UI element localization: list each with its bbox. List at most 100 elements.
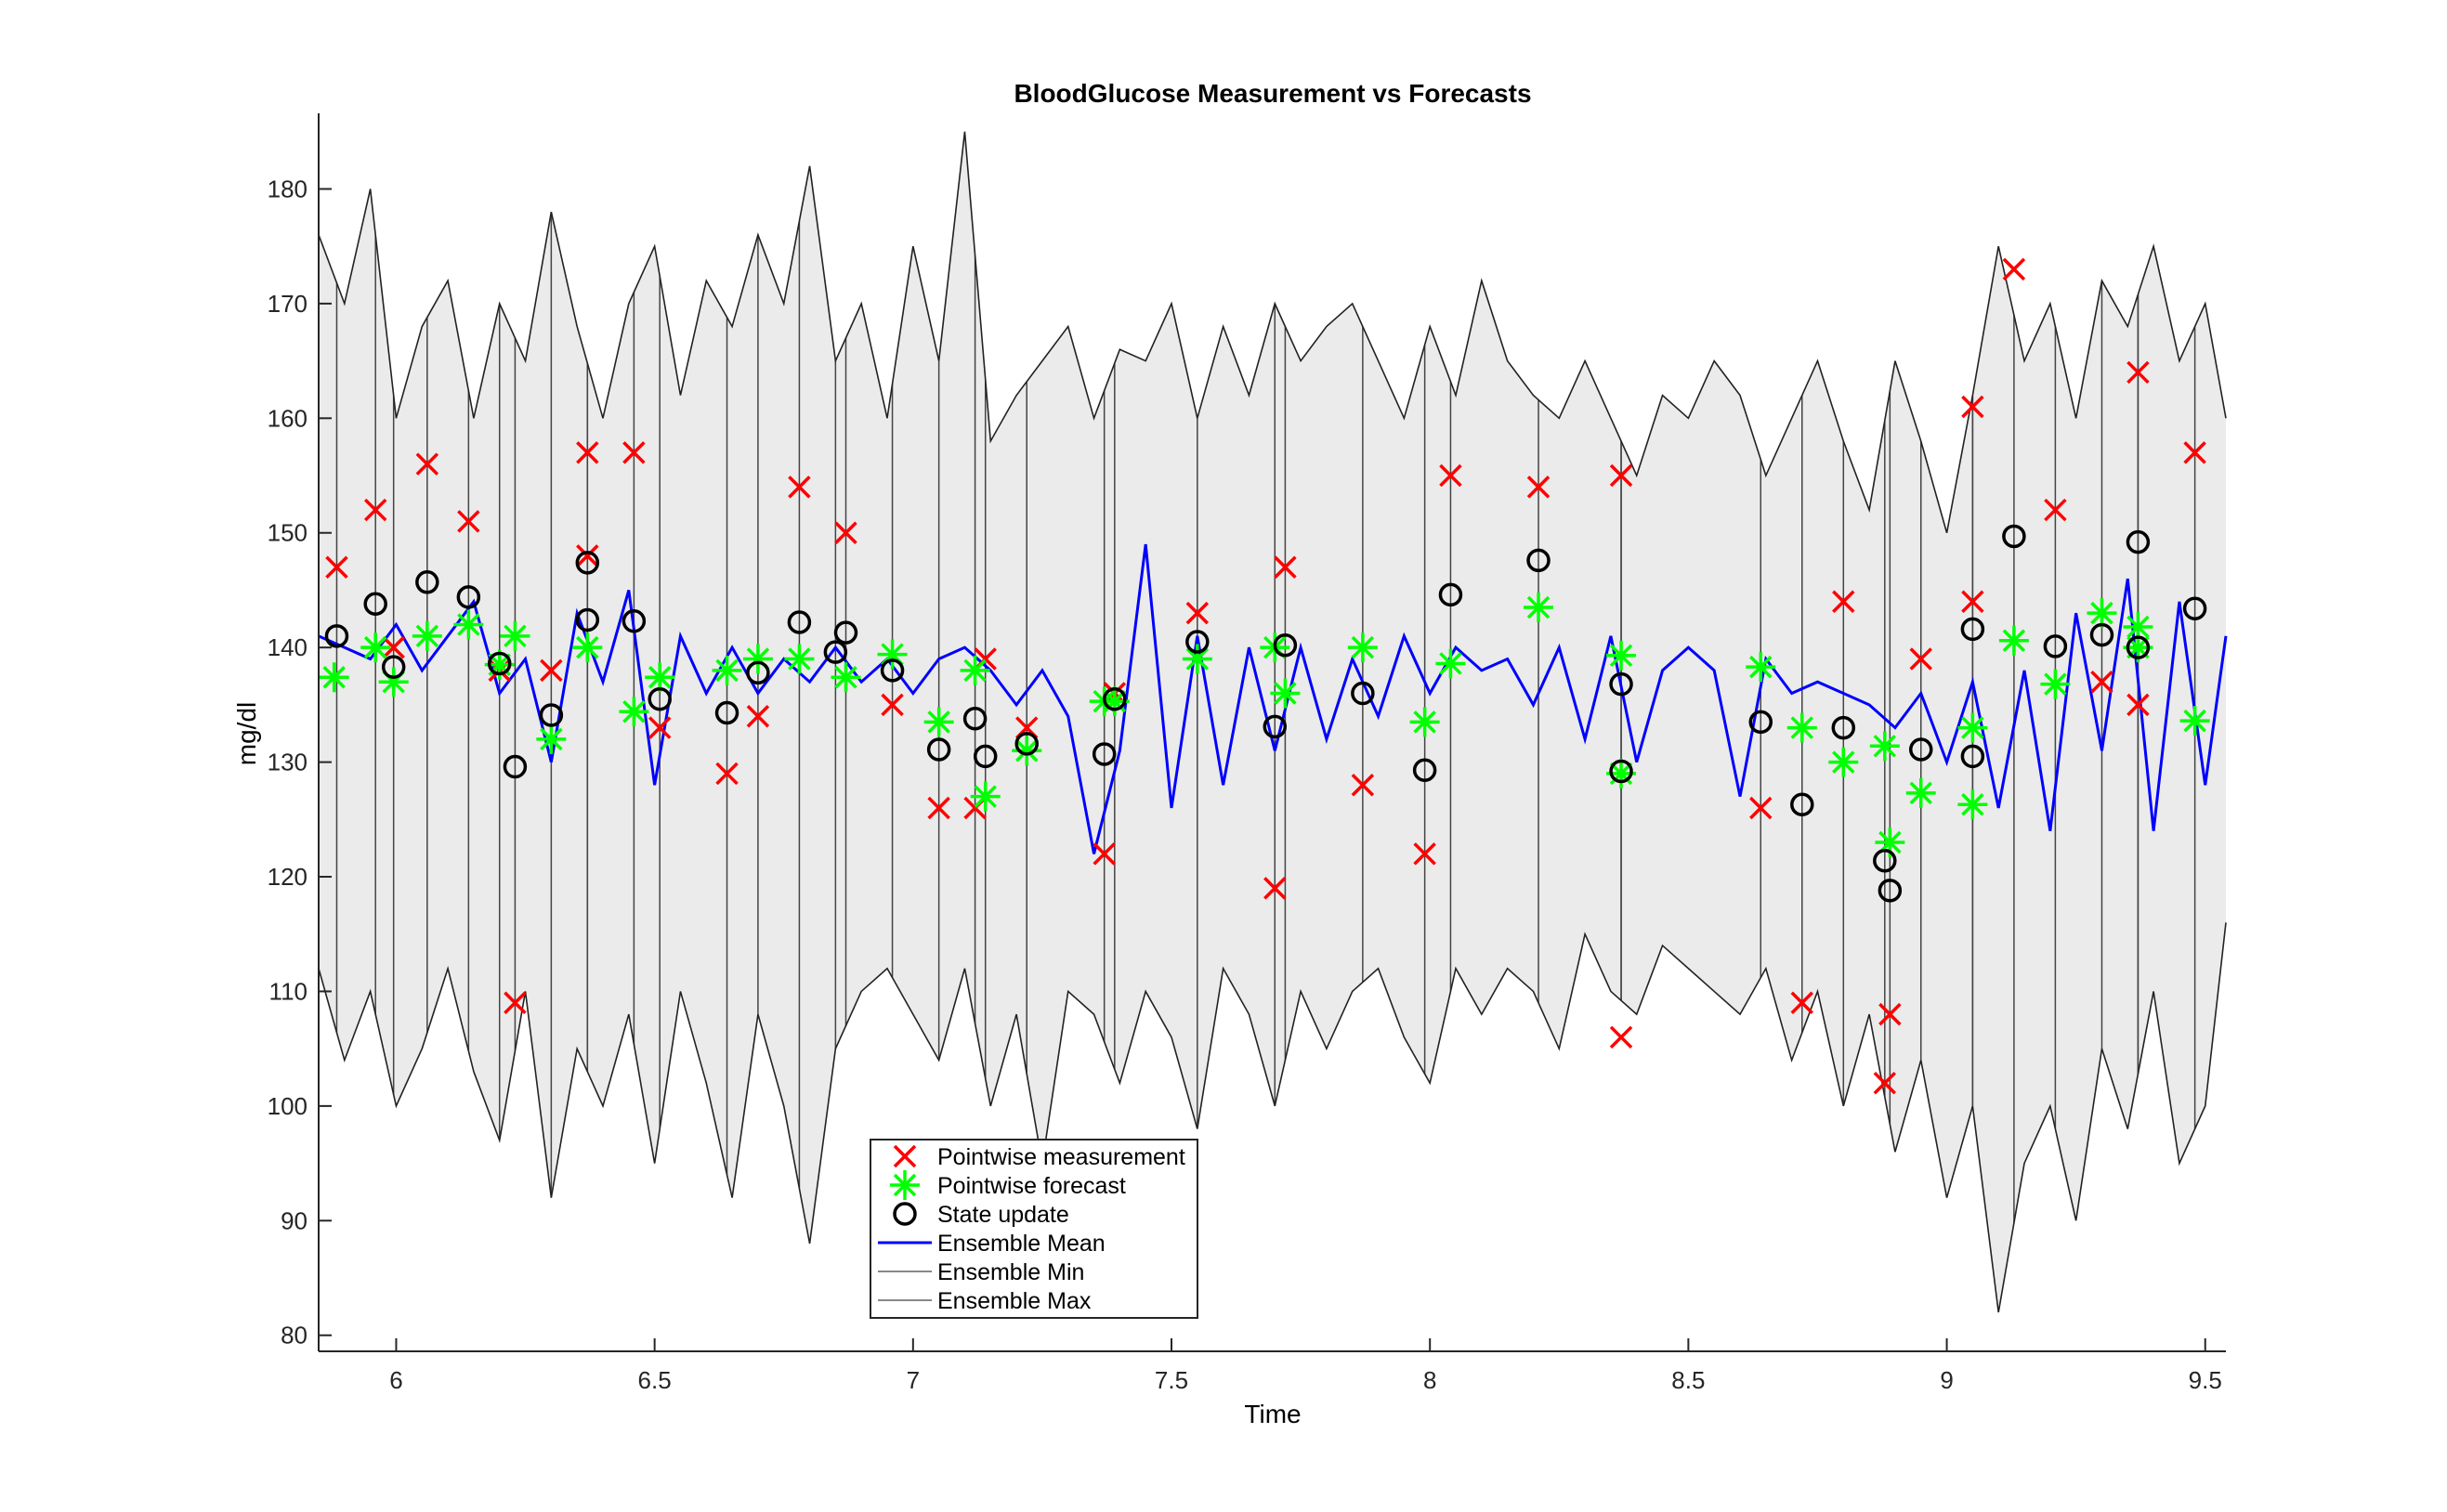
measurement-marker — [2090, 670, 2113, 694]
y-tick-label: 130 — [268, 749, 308, 776]
measurement-marker — [457, 510, 480, 533]
update-lines — [335, 212, 2196, 1223]
measurement-marker — [576, 441, 599, 464]
y-tick-label: 170 — [268, 290, 308, 318]
measurement-marker — [1185, 601, 1210, 625]
measurement-marker — [648, 716, 672, 739]
measurement-marker — [1413, 842, 1436, 866]
state-update-marker — [1908, 737, 1933, 762]
forecast-marker — [2040, 669, 2071, 699]
state-update-marker — [1185, 630, 1210, 654]
forecast-marker — [712, 655, 742, 685]
state-update-marker — [487, 651, 512, 676]
measurement-marker — [1878, 1002, 1902, 1026]
state-update-marker — [2126, 529, 2151, 554]
measurement-marker — [2044, 498, 2067, 522]
measurement-marker — [1274, 555, 1297, 580]
state-update-marker — [381, 655, 406, 679]
state-update-marker — [962, 706, 988, 731]
state-update-marker — [1263, 714, 1288, 739]
measurement-marker — [746, 704, 770, 728]
state-update-marker — [539, 703, 564, 727]
forecast-marker — [1435, 648, 1466, 679]
state-update-marker — [746, 660, 770, 685]
forecast-marker — [1869, 731, 1900, 762]
state-update-marker — [622, 609, 647, 633]
state-update-marker — [2043, 634, 2068, 658]
legend-label: Ensemble Min — [937, 1259, 1084, 1285]
state-update-marker — [1351, 681, 1375, 706]
x-tick-label: 8 — [1423, 1366, 1436, 1394]
measurement-marker — [1749, 796, 1773, 820]
state-update-marker — [1438, 582, 1463, 607]
axes: 6 6.5 7 7.5 8 8.5 9 9.5 80 90 100 110 120 130 140 150 16… — [268, 113, 2226, 1394]
state-update-marker — [575, 551, 600, 575]
y-tick-label: 80 — [281, 1322, 308, 1349]
state-update-marker — [1960, 744, 1985, 769]
measurement-marker — [504, 991, 527, 1015]
forecast-marker — [500, 620, 530, 651]
state-update-marker — [926, 737, 951, 762]
state-update-marker — [1103, 686, 1127, 711]
measurement-marker — [715, 762, 739, 786]
forecast-marker — [1012, 736, 1042, 766]
measurement-marker — [1790, 991, 1814, 1015]
forecast-marker — [453, 609, 484, 640]
y-tick-label: 180 — [268, 175, 308, 202]
forecast-marker — [1998, 625, 2029, 656]
measurement-marker — [1961, 395, 1984, 419]
legend-x-icon — [893, 1144, 917, 1168]
forecast-marker — [360, 632, 391, 663]
legend-label: Ensemble Mean — [937, 1231, 1106, 1257]
state-update-marker — [1609, 671, 1633, 697]
y-tick-label: 110 — [269, 977, 308, 1005]
forecast-marker — [960, 655, 990, 685]
x-tick-label: 8.5 — [1671, 1366, 1705, 1394]
forecast-marker — [319, 662, 349, 693]
state-update-marker — [415, 570, 439, 594]
measurement-marker — [834, 521, 857, 544]
legend-label: Pointwise forecast — [937, 1173, 1126, 1199]
forecast-marker — [1270, 678, 1301, 709]
measurement-marker — [1832, 590, 1855, 614]
measurement-marker — [1093, 842, 1116, 866]
x-tick-label: 6.5 — [638, 1366, 672, 1394]
chart-title: BloodGlucose Measurement vs Forecasts — [1014, 79, 1531, 108]
measurement-marker — [382, 635, 405, 659]
state-update-marker — [648, 686, 672, 711]
forecast-marker — [970, 781, 1001, 812]
measurement-marker — [788, 476, 811, 499]
measurement-marker — [1609, 1025, 1633, 1049]
measurement-marker — [1439, 463, 1462, 488]
measurement-marker — [1263, 877, 1287, 900]
legend-circle-icon — [893, 1202, 917, 1226]
forecast-marker — [742, 644, 773, 674]
markers — [319, 257, 2210, 1095]
y-tick-label: 90 — [281, 1206, 308, 1234]
state-update-marker — [973, 744, 998, 769]
state-update-marker — [1273, 632, 1298, 658]
state-update-marker — [2126, 635, 2151, 659]
y-tick-label: 150 — [268, 519, 308, 547]
forecast-marker — [2179, 706, 2210, 736]
state-update-marker — [2089, 622, 2114, 647]
forecast-marker — [1347, 632, 1378, 663]
forecast-marker — [784, 644, 815, 674]
state-update-marker — [1790, 792, 1814, 817]
state-update-marker — [1526, 548, 1551, 573]
x-tick-label: 9 — [1940, 1366, 1953, 1394]
legend-star-icon — [890, 1170, 920, 1200]
measurement-marker — [927, 796, 950, 820]
state-update-marker — [1412, 758, 1437, 782]
measurement-marker — [1351, 774, 1375, 797]
state-update-marker — [1014, 732, 1039, 756]
y-tick-label: 120 — [268, 863, 308, 891]
state-update-marker — [1609, 759, 1633, 784]
x-tick-label: 9.5 — [2189, 1366, 2222, 1394]
legend-label: Ensemble Max — [937, 1288, 1092, 1314]
x-tick-label: 6 — [389, 1366, 402, 1394]
forecast-marker — [923, 707, 954, 737]
forecast-marker — [831, 662, 861, 693]
ensemble-min-line — [318, 922, 2227, 1313]
